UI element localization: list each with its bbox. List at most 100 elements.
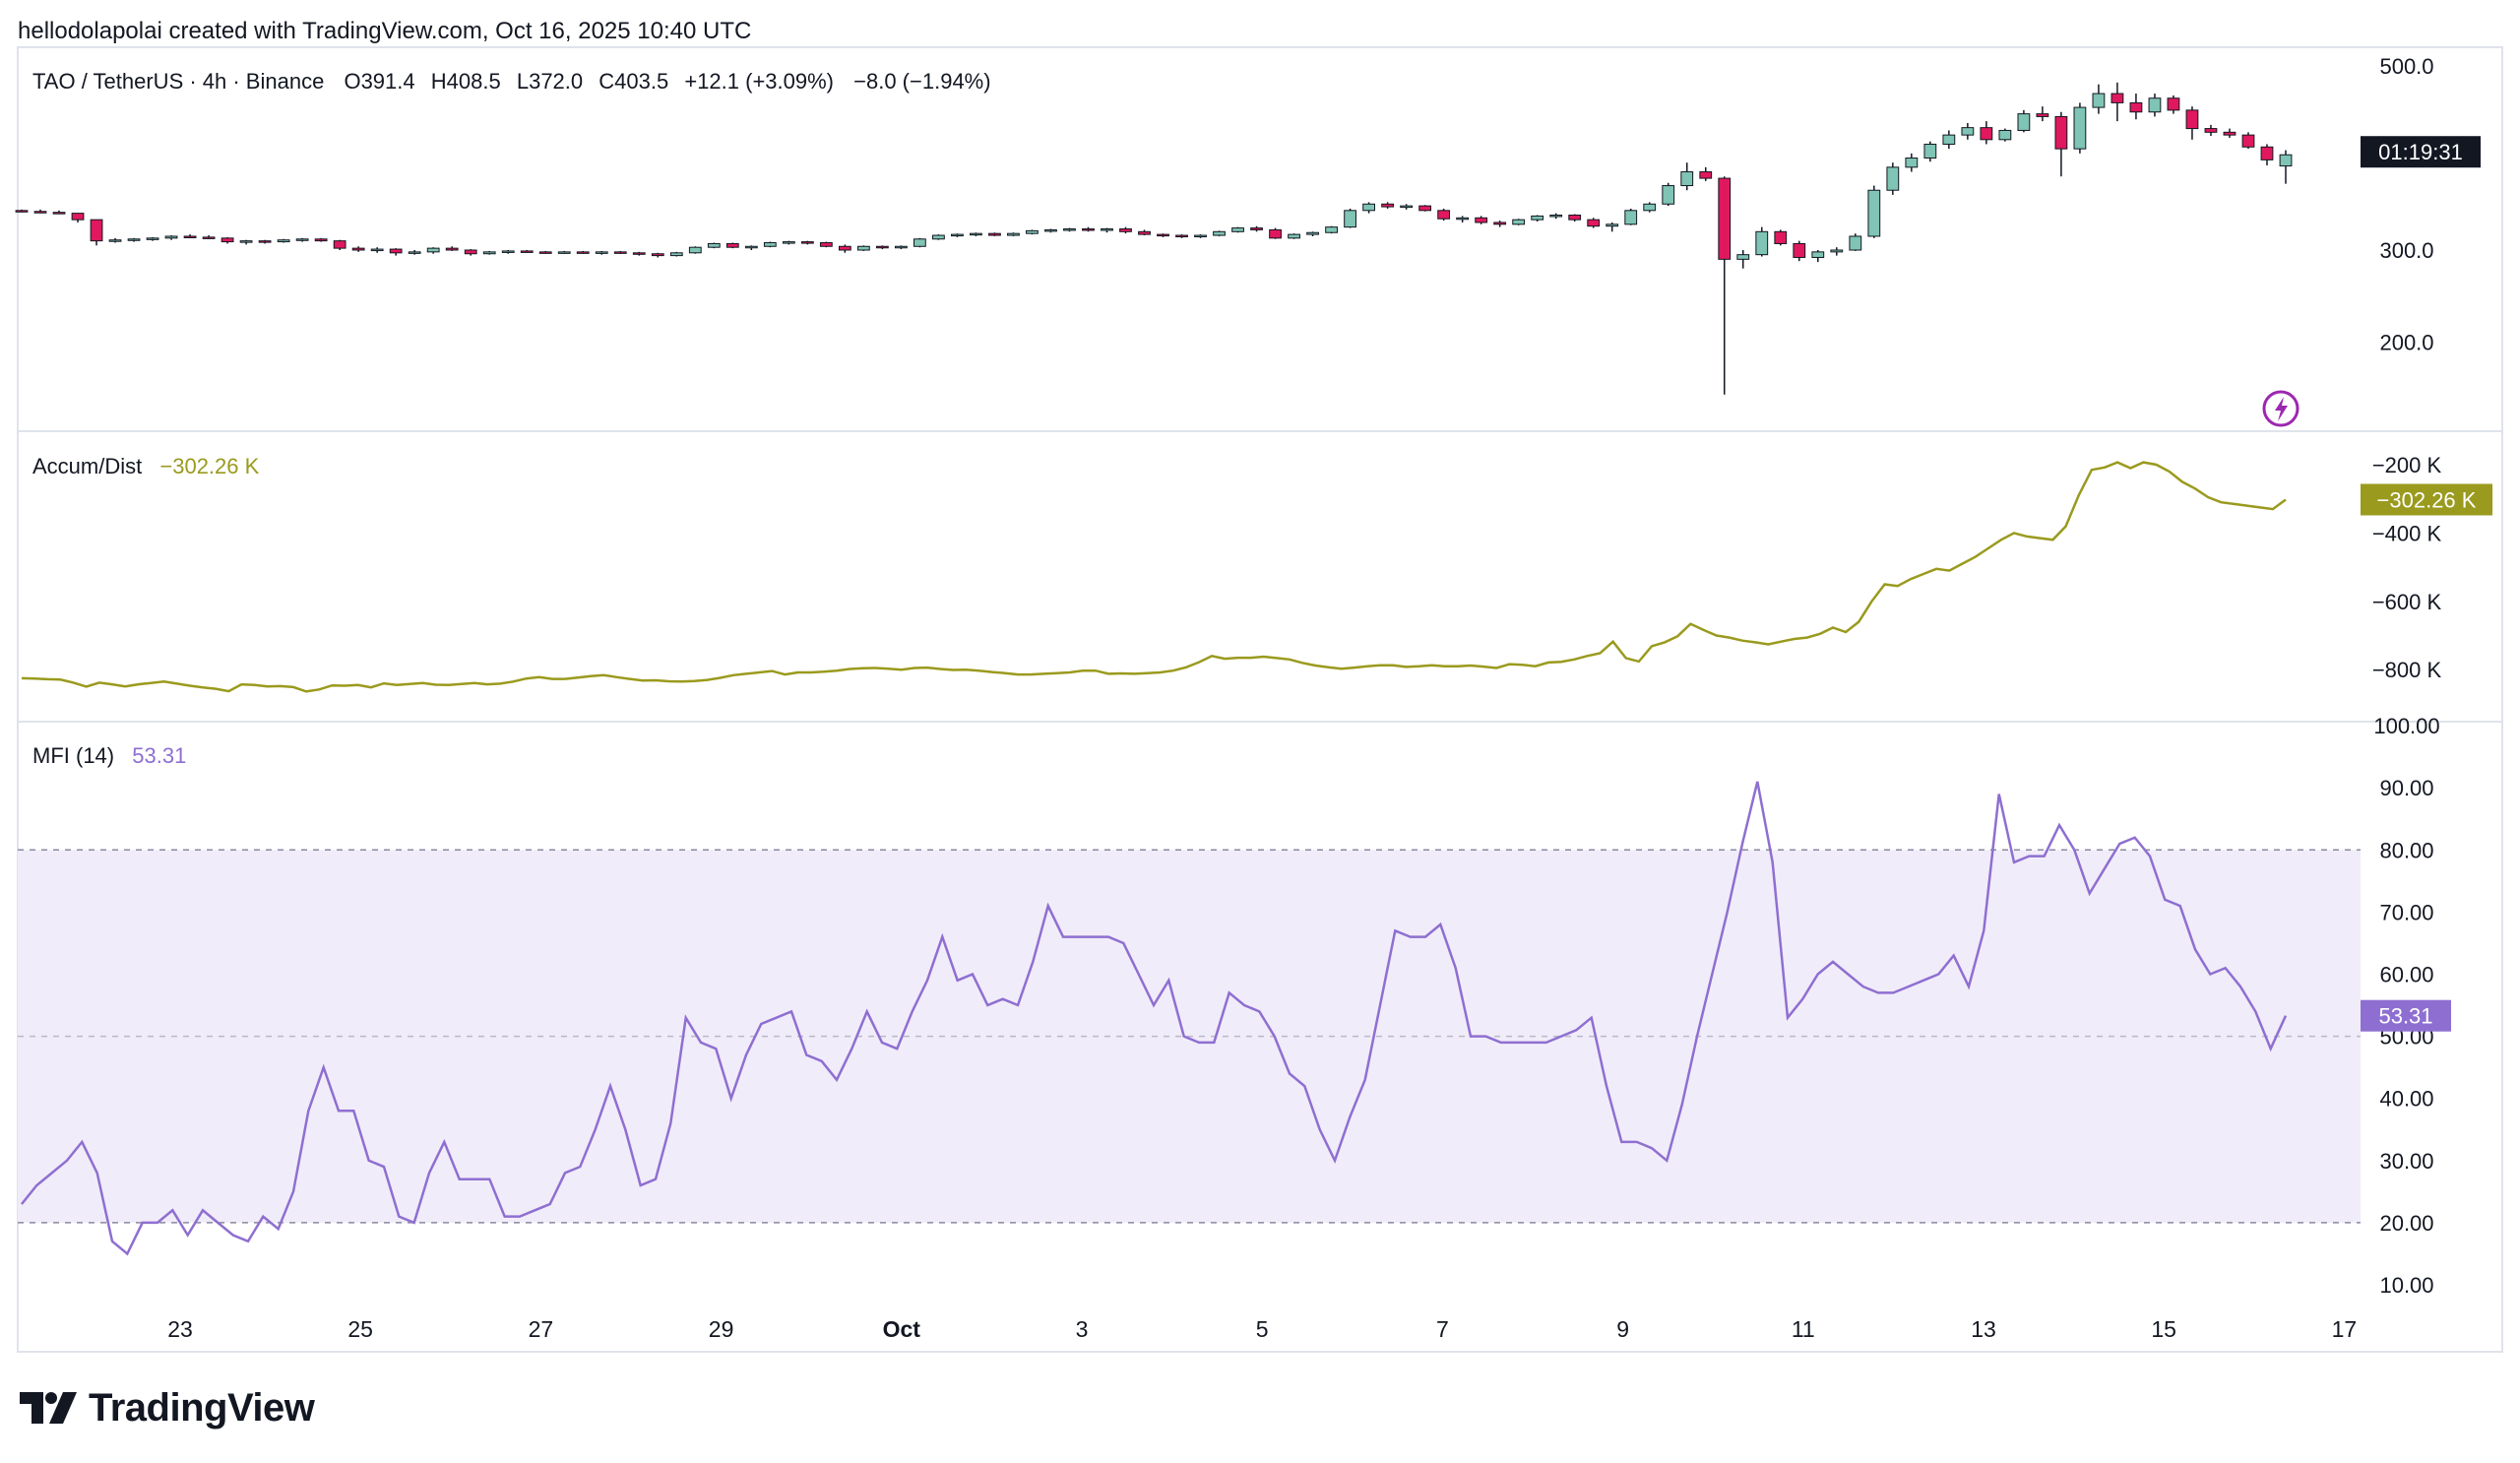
candle-up [482,251,496,255]
candle-down [445,247,459,251]
candle-down [1175,234,1188,238]
mfi-title[interactable]: MFI (14) [32,743,114,768]
candle-down [1475,217,1488,223]
candle-down [464,249,477,255]
candle-down [1774,230,1788,244]
candle-up [951,233,964,237]
price-tick-label: 300.0 [2379,238,2433,263]
candle-up [146,237,159,240]
x-tick-label: 5 [1256,1316,1269,1342]
ad-tick-label: −200 K [2372,453,2442,477]
candle-down [1493,222,1507,225]
open-value: 391.4 [361,69,415,94]
candle-up [1830,249,1844,253]
candle-up [1512,219,1526,225]
candle-up [782,241,795,244]
change2-value: −8.0 (−1.94%) [853,69,990,94]
candle-down [1269,228,1282,239]
chart-frame [17,46,2503,1353]
candle-up [239,240,253,243]
mfi-legend-value: 53.31 [132,743,186,768]
x-tick-label: 23 [167,1316,193,1342]
candle-down [15,210,29,213]
candle-down [258,240,272,243]
candle-up [1961,127,1975,136]
candle-down [1082,227,1095,231]
candle-down [2167,97,2180,111]
mfi-line [21,781,2288,1256]
candle-down [576,251,590,254]
svg-text:53.31: 53.31 [2378,1004,2432,1029]
candle-up [1643,203,1657,212]
candle-down [875,245,889,249]
candle-up [1362,203,1375,212]
ad-tick-label: −600 K [2372,590,2442,614]
ad-tick-label: −800 K [2372,658,2442,682]
accum-dist-line [21,461,2287,693]
svg-text:−302.26 K: −302.26 K [2377,487,2477,512]
x-tick-label: 3 [1076,1316,1089,1342]
candle-down [651,253,664,257]
candle-up [1101,227,1113,231]
candle-up [1867,189,1881,237]
candle-down [2036,113,2049,117]
candle-down [2223,131,2236,136]
candle-down [632,252,646,255]
mfi-last-value-label: 53.31 [2361,999,2451,1032]
candle-down [1119,227,1132,232]
close-value: 403.5 [614,69,668,94]
candle-down [1437,210,1451,220]
open-label: O [344,69,360,94]
candle-down [1980,127,1993,141]
x-tick-label: 29 [709,1316,734,1342]
x-tick-label: 9 [1616,1316,1629,1342]
high-label: H [431,69,447,94]
price-tick-label: 200.0 [2379,331,2433,355]
candle-up [1905,158,1919,168]
candle-down [538,251,552,254]
candle-down [389,248,403,254]
candle-up [1400,205,1414,209]
price-legend: TAO / TetherUS · 4h · Binance O391.4 H 40… [32,69,991,94]
ad-title[interactable]: Accum/Dist [32,454,142,478]
candle-up [1044,228,1057,232]
candle-up [426,247,440,253]
candle-up [1680,171,1694,187]
tradingview-logo-icon [20,1392,77,1424]
candle-up [2017,113,2031,131]
ad-tick-label: −400 K [2372,521,2442,545]
candle-down [838,245,851,251]
candle-down [90,219,103,242]
candle-up [408,251,421,254]
mfi-tick-label: 30.00 [2379,1149,2433,1174]
candle-down [819,242,833,247]
countdown-label: 01:19:31 [2361,136,2481,168]
candle-up [932,234,945,240]
candle-down [202,236,216,239]
candle-up [707,242,721,248]
lightning-icon[interactable] [2262,390,2300,427]
low-label: L [517,69,529,94]
mfi-tick-label: 60.00 [2379,963,2433,987]
mfi-tick-label: 40.00 [2379,1087,2433,1112]
candle-down [33,211,47,214]
symbol-title[interactable]: TAO / TetherUS · 4h · Binance [32,69,324,94]
candle-up [127,238,141,241]
candle-up [1849,235,1862,251]
candle-down [2260,146,2274,160]
candle-down [71,213,85,221]
candle-down [183,235,197,238]
price-candles [15,82,2293,395]
candle-up [970,232,982,236]
mfi-tick-label: 70.00 [2379,900,2433,924]
candle-up [1344,210,1356,228]
candle-up [1531,215,1544,221]
svg-text:01:19:31: 01:19:31 [2378,140,2463,164]
candle-up [1662,185,1675,205]
candle-up [370,248,384,252]
candle-up [1624,210,1638,225]
candle-up [914,238,926,247]
candle-down [1718,177,1732,260]
candle-down [2129,101,2143,113]
